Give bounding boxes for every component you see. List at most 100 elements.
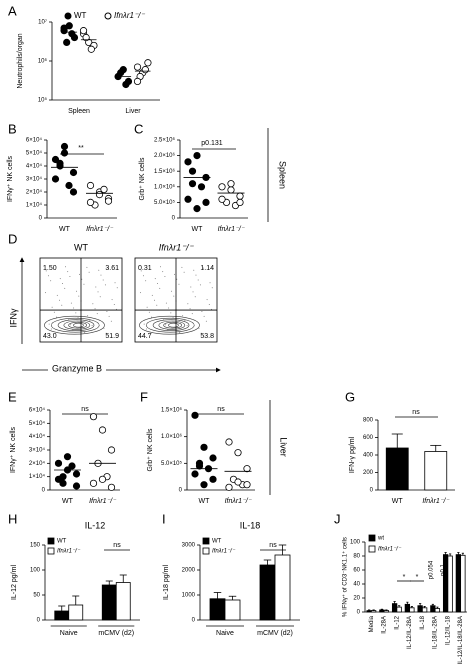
- data-point: [60, 149, 69, 157]
- quadrant-percent: 0.31: [138, 265, 152, 272]
- y-tick-label: 2000: [182, 568, 196, 574]
- contour: [73, 322, 84, 328]
- data-point: [227, 180, 235, 188]
- y-axis-label: % IFNγ⁺ of CD3⁻NK1.1⁺ cells: [342, 537, 349, 617]
- event-dot: [105, 332, 107, 334]
- bar: [115, 582, 131, 621]
- y-tick-label: 1.0×10⁶: [154, 183, 176, 190]
- y-tick-label: 400: [363, 453, 374, 459]
- x-tick-label: IL-12/IL-18/IL-28A: [458, 616, 464, 664]
- y-tick-label: 0: [42, 488, 46, 494]
- event-dot: [56, 316, 58, 318]
- data-point: [51, 155, 60, 164]
- data-point: [69, 188, 78, 196]
- legend-marker: [202, 537, 210, 545]
- event-dot: [174, 273, 176, 275]
- data-point: [100, 185, 108, 193]
- event-dot: [76, 290, 78, 292]
- event-dot: [61, 304, 63, 306]
- data-point: [56, 159, 64, 167]
- event-dot: [189, 308, 191, 310]
- bar: [417, 605, 423, 613]
- x-tick-label: Ifnλr1⁻/⁻: [422, 498, 450, 505]
- y-tick-label: 1×10⁴: [26, 202, 43, 209]
- data-point: [202, 198, 210, 206]
- data-point: [87, 45, 95, 53]
- bar: [460, 554, 466, 613]
- data-point: [95, 191, 104, 199]
- legend-label: WT: [212, 539, 222, 545]
- event-dot: [64, 266, 66, 268]
- data-point: [82, 33, 90, 42]
- data-point: [65, 181, 73, 190]
- event-dot: [165, 324, 167, 326]
- y-tick-label: 0: [39, 216, 43, 222]
- x-tick-label: Spleen: [68, 108, 90, 115]
- bar: [224, 599, 241, 621]
- data-point: [209, 454, 217, 462]
- y-tick-label: 60: [353, 568, 360, 574]
- legend-label: wt: [377, 536, 384, 542]
- event-dot: [191, 313, 193, 315]
- panel-letter: G: [345, 389, 355, 404]
- x-tick-label: Ifnλr1⁻/⁻: [86, 226, 114, 233]
- legend-label: Ifnλr1⁻/⁻: [114, 11, 145, 20]
- event-dot: [197, 279, 199, 281]
- event-dot: [91, 325, 93, 326]
- annotation: ns: [217, 406, 225, 413]
- contour: [163, 321, 182, 329]
- event-dot: [53, 333, 55, 335]
- bar: [366, 610, 372, 613]
- bar: [455, 554, 462, 613]
- panel-letter: I: [162, 511, 166, 526]
- y-tick-label: 1.5×10⁶: [154, 168, 176, 175]
- event-dot: [184, 320, 186, 322]
- annotation: *: [416, 574, 419, 581]
- y-tick-label: 10⁵: [38, 97, 48, 104]
- event-dot: [154, 299, 156, 301]
- y-tick-label: 0: [192, 618, 196, 624]
- data-point: [98, 475, 107, 483]
- event-dot: [56, 294, 58, 296]
- y-tick-label: 40: [353, 582, 360, 588]
- event-dot: [206, 299, 208, 301]
- panel-letter: H: [8, 511, 17, 526]
- event-dot: [143, 323, 145, 325]
- y-axis-label: IFN-γ pg/ml: [349, 436, 356, 473]
- x-tick-label: IL-28A: [382, 616, 388, 634]
- contour: [50, 317, 100, 333]
- data-point: [225, 438, 233, 446]
- event-dot: [186, 325, 188, 326]
- event-dot: [187, 303, 189, 305]
- y-tick-label: 4×10⁴: [29, 433, 46, 440]
- event-dot: [95, 286, 97, 288]
- data-point: [133, 77, 142, 85]
- event-dot: [140, 270, 142, 272]
- event-dot: [103, 327, 105, 329]
- quadrant-percent: 1.50: [43, 265, 57, 272]
- event-dot: [201, 311, 203, 312]
- y-tick-label: 1.5×10⁶: [161, 407, 183, 414]
- event-dot: [168, 307, 170, 309]
- legend-label: Ifnλr1⁻/⁻: [212, 549, 236, 555]
- data-point: [188, 180, 197, 188]
- x-tick-label: Ifnλr1⁻/⁻: [218, 226, 246, 233]
- y-tick-label: 2.0×10⁶: [154, 152, 176, 159]
- y-tick-label: 3000: [182, 543, 196, 549]
- y-tick-label: 2.5×10⁶: [154, 137, 176, 144]
- event-dot: [176, 278, 178, 280]
- y-tick-label: 200: [363, 470, 374, 476]
- quadrant-percent: 51.9: [105, 333, 119, 340]
- bar: [209, 598, 226, 621]
- event-dot: [199, 284, 201, 286]
- event-dot: [159, 287, 161, 289]
- event-dot: [202, 267, 204, 269]
- legend-marker: [202, 547, 210, 555]
- annotation: ns: [81, 406, 89, 413]
- event-dot: [48, 323, 50, 325]
- event-dot: [192, 291, 194, 293]
- x-tick-label: IL-12: [394, 615, 400, 629]
- event-dot: [114, 282, 116, 284]
- bar: [68, 604, 84, 621]
- event-dot: [165, 302, 167, 304]
